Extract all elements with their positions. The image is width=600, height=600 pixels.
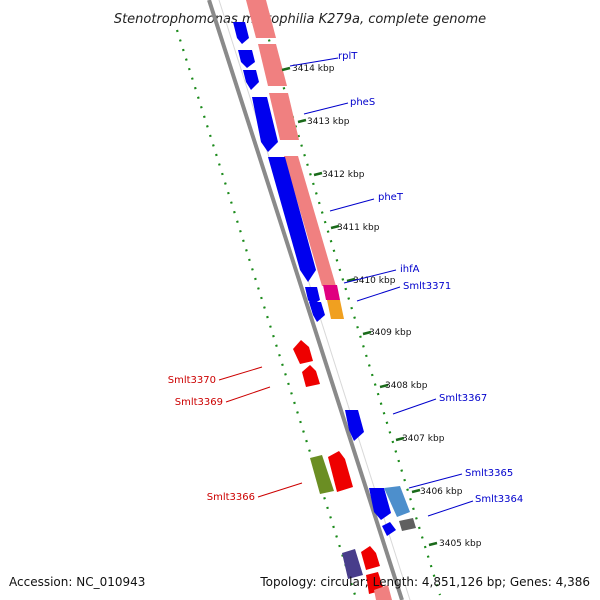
- forward-genes: [233, 22, 416, 536]
- backbone-line-inner: [207, 0, 404, 600]
- kbp-label: 3412 kbp: [322, 170, 365, 180]
- kbp-label: 3405 kbp: [439, 539, 482, 549]
- kbp-label: 3408 kbp: [385, 381, 428, 391]
- gene-label-rplT: rplT: [338, 51, 358, 62]
- gene-label-smlt3370: Smlt3370: [168, 375, 216, 386]
- accession-text: Accession: NC_010943: [9, 575, 145, 589]
- cds-track: [246, 0, 344, 319]
- forward-label-leaders: [289, 57, 474, 517]
- gene-label-smlt3369: Smlt3369: [175, 397, 223, 408]
- kbp-label: 3406 kbp: [420, 487, 463, 497]
- gene-label-pheS: pheS: [350, 97, 375, 108]
- kbp-label: 3410 kbp: [353, 276, 396, 286]
- gene-label-smlt3365: Smlt3365: [465, 468, 513, 479]
- map-title: Stenotrophomonas maltophilia K279a, comp…: [114, 12, 486, 27]
- kbp-label: 3413 kbp: [307, 117, 350, 127]
- forward-gene-labels: rplT pheS pheT ihfA Smlt3371 Smlt3367 Sm…: [338, 51, 523, 505]
- kbp-labels: 3414 kbp 3413 kbp 3412 kbp 3411 kbp 3410…: [292, 64, 482, 549]
- gene-label-smlt3367: Smlt3367: [439, 393, 487, 404]
- kbp-label: 3409 kbp: [369, 328, 412, 338]
- gene-label-smlt3364: Smlt3364: [475, 494, 523, 505]
- kbp-label: 3411 kbp: [337, 223, 380, 233]
- gene-label-smlt3366: Smlt3366: [207, 492, 255, 503]
- tick-marks: [281, 66, 438, 547]
- reverse-genes: [293, 340, 392, 600]
- kbp-label: 3407 kbp: [402, 434, 445, 444]
- gene-label-ihfA: ihfA: [400, 264, 420, 275]
- reverse-label-leaders: [218, 366, 303, 498]
- gene-label-pheT: pheT: [378, 192, 404, 203]
- gene-label-smlt3371: Smlt3371: [403, 281, 451, 292]
- reverse-gene-labels: Smlt3370 Smlt3369 Smlt3366: [168, 375, 255, 503]
- genome-summary-text: Topology: circular; Length: 4,851,126 bp…: [259, 575, 590, 589]
- kbp-label: 3414 kbp: [292, 64, 335, 74]
